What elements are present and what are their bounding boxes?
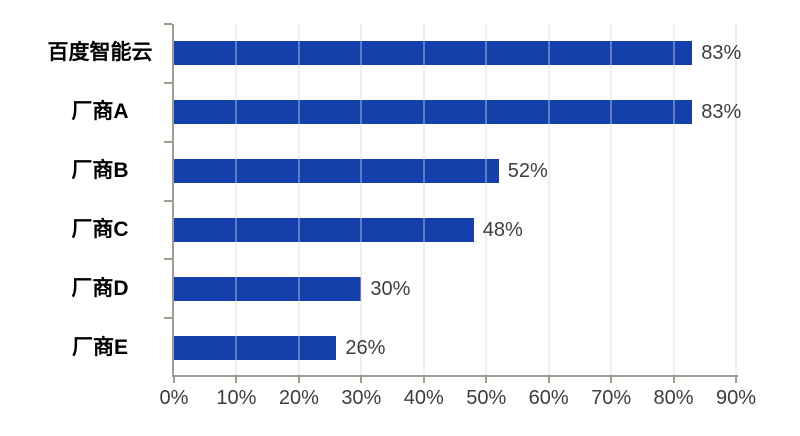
y-axis-tick xyxy=(164,317,172,320)
gridline xyxy=(547,24,550,377)
x-axis-tick xyxy=(547,377,550,383)
x-axis-tick xyxy=(297,377,300,383)
x-axis-tick xyxy=(672,377,675,383)
bar xyxy=(174,335,337,360)
value-label: 48% xyxy=(482,218,523,241)
x-axis-tick xyxy=(422,377,425,383)
value-label: 26% xyxy=(345,336,386,359)
gridline xyxy=(672,24,675,377)
x-axis-tick xyxy=(610,377,613,383)
category-label: 厂商E xyxy=(71,335,128,359)
x-tick-label: 20% xyxy=(278,387,319,409)
category-label: 百度智能云 xyxy=(47,41,153,65)
gridline-overlay xyxy=(735,24,737,377)
x-tick-label: 50% xyxy=(466,387,507,409)
gridline xyxy=(735,24,737,377)
y-axis-tick xyxy=(164,258,172,261)
value-label: 52% xyxy=(507,160,548,183)
x-tick-label: 90% xyxy=(715,387,757,409)
value-label: 30% xyxy=(370,277,411,300)
y-axis-tick xyxy=(164,199,172,202)
x-tick-label: 70% xyxy=(591,387,632,409)
bar xyxy=(174,217,474,242)
x-tick-label: 0% xyxy=(159,387,189,409)
x-tick-label: 60% xyxy=(528,387,569,409)
bar xyxy=(174,276,362,301)
gridline xyxy=(610,24,613,377)
category-label: 厂商A xyxy=(71,100,129,124)
x-axis-tick xyxy=(485,377,488,383)
x-tick-label: 10% xyxy=(216,387,257,409)
gridline-overlay xyxy=(610,24,613,377)
y-axis-tick xyxy=(164,23,172,25)
gridline xyxy=(235,24,238,377)
y-axis xyxy=(172,24,174,377)
value-label: 83% xyxy=(701,42,742,65)
category-label: 厂商C xyxy=(71,217,129,241)
gridline xyxy=(422,24,425,377)
gridline-overlay xyxy=(547,24,550,377)
bar xyxy=(174,100,693,125)
x-axis-tick xyxy=(735,377,737,383)
gridline-overlay xyxy=(672,24,675,377)
gridline-overlay xyxy=(485,24,488,377)
gridline xyxy=(297,24,300,377)
gridline xyxy=(485,24,488,377)
x-tick-label: 80% xyxy=(653,387,694,409)
x-axis xyxy=(172,375,738,377)
gridline xyxy=(360,24,363,377)
bar xyxy=(174,159,499,184)
bar xyxy=(174,41,693,66)
gridline-overlay xyxy=(297,24,300,377)
plot-area xyxy=(174,24,737,377)
x-axis-tick xyxy=(173,377,175,383)
x-tick-label: 40% xyxy=(403,387,444,409)
gridline-overlay xyxy=(235,24,238,377)
category-label: 厂商B xyxy=(71,159,129,183)
x-tick-label: 30% xyxy=(341,387,382,409)
gridline-overlay xyxy=(422,24,425,377)
y-axis-tick xyxy=(164,81,172,84)
x-axis-tick xyxy=(235,377,238,383)
x-axis-tick xyxy=(360,377,363,383)
value-label: 83% xyxy=(701,101,742,124)
y-axis-tick xyxy=(164,140,172,143)
gridline-overlay xyxy=(360,24,363,377)
category-label: 厂商D xyxy=(71,276,129,300)
